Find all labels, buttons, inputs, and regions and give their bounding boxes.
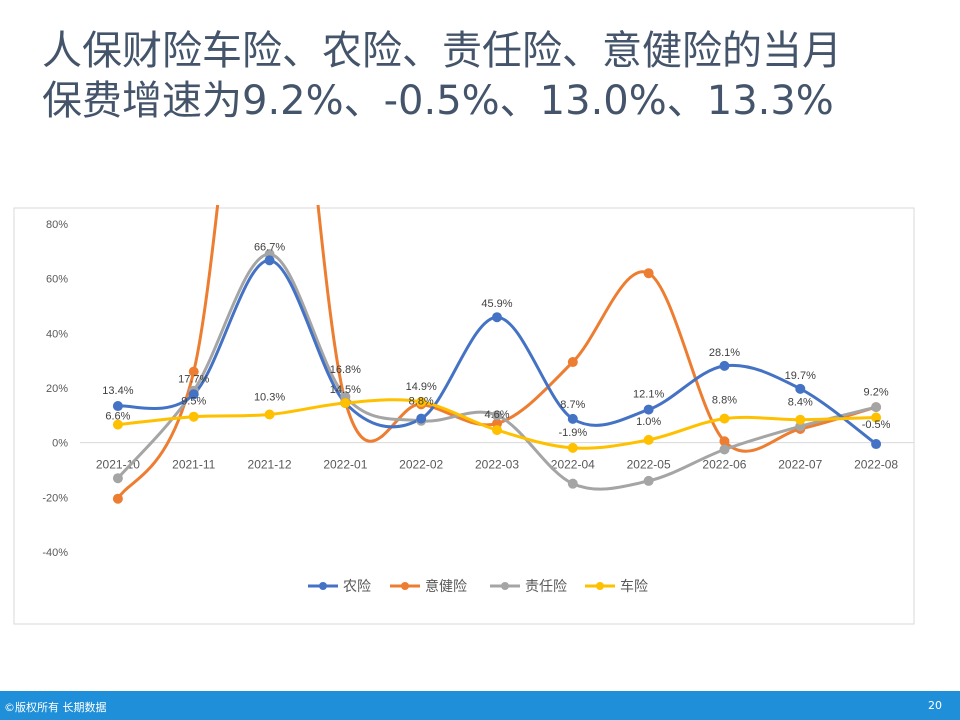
y-tick-label: 0% [52,438,68,450]
x-tick-label: 2022-06 [702,458,746,472]
x-tick-label: 2022-05 [627,458,671,472]
data-label: 14.9% [406,381,437,393]
x-tick-label: 2021-11 [172,458,215,472]
data-point [719,360,730,371]
data-label: 16.8% [330,364,361,376]
x-tick-label: 2022-07 [778,458,822,472]
data-point [567,413,578,424]
data-point [719,436,730,447]
legend-label: 责任险 [525,579,567,595]
data-label: 17.7% [178,373,209,385]
data-point [871,439,882,450]
legend-label: 车险 [620,578,648,595]
y-axis: -40% -20% 0% 20% 40% 60% 80% [42,219,68,559]
x-tick-label: 2022-02 [399,458,443,472]
data-label: 6.6% [105,411,130,423]
data-label: 8.8% [409,396,434,408]
chart-border [13,207,915,625]
data-point [795,414,806,425]
data-point [416,413,427,424]
data-label: 66.7% [254,241,285,253]
footer-bar: ©版权所有 长期数据 20 [0,691,960,720]
data-point [567,442,578,453]
legend-swatch-marker [319,582,327,590]
legend-item: 责任险 [490,579,567,595]
data-point [643,434,654,445]
data-point [871,402,882,413]
x-tick-label: 2022-04 [551,458,595,472]
data-point [567,478,578,489]
data-label: 8.4% [788,397,813,409]
y-tick-label: -40% [42,547,68,559]
slide-title-line-1: 人保财险车险、农险、责任险、意健险的当月 [42,28,842,74]
data-label: -0.5% [862,419,891,431]
data-point [112,401,123,412]
data-label: 13.4% [102,385,133,397]
data-point [188,411,199,422]
data-point [416,396,427,407]
legend-label: 意健险 [425,578,467,595]
data-label: 14.5% [330,384,361,396]
legend-swatch-marker [596,582,604,590]
chart-legend: 农险 意健险 责任险 车险 [308,578,648,595]
x-tick-label: 2022-08 [854,458,898,472]
data-labels: 13.4% 17.7% 66.7% 14.5% 8.8% 45.9% 8.7% 12.1% 28… [102,241,890,439]
data-point [567,357,578,368]
data-label: 19.7% [785,370,816,382]
data-label: 4.6% [484,409,509,421]
legend-label: 农险 [343,579,371,595]
data-point [492,410,502,421]
data-label: 9.5% [181,396,206,408]
data-point [188,366,199,377]
data-point [264,255,275,266]
x-axis: 2021-10 2021-11 2021-12 2022-01 2022-02 2022-… [80,442,914,472]
page-number: 20 [928,699,942,712]
data-label: 28.1% [709,347,740,359]
slide-title-line-2: 保费增速为9.2%、-0.5%、13.0%、13.3% [42,78,834,124]
series-line-1 [116,205,878,501]
legend-item: 意健险 [390,578,467,595]
data-label: -1.9% [558,427,587,439]
data-label: 10.3% [254,392,285,404]
data-label: 45.9% [481,298,512,310]
data-point [719,444,730,455]
series-points [112,249,882,504]
data-point [112,473,123,484]
y-tick-label: 60% [46,274,68,286]
x-tick-label: 2022-03 [475,458,519,472]
data-label: 9.2% [864,387,889,399]
footer-copyright: ©版权所有 长期数据 [4,701,107,714]
data-label: 8.7% [560,399,585,411]
legend-item: 车险 [585,578,648,595]
data-point [340,398,351,409]
line-chart: -40%-20%0%20%40%60%80% 2021-10 2021-11 202… [13,205,915,625]
data-point [112,493,123,504]
x-tick-label: 2021-12 [248,458,292,472]
legend-item: 农险 [308,579,371,595]
slide-title: 人保财险车险、农险、责任险、意健险的当月 保费增速为9.2%、-0.5%、13.… [42,26,942,126]
y-tick-label: 40% [46,328,68,340]
data-point [492,312,502,323]
y-tick-label: -20% [42,492,68,504]
data-point [643,475,654,486]
data-point [492,425,502,436]
y-tick-label: 80% [46,219,68,231]
legend-swatch-marker [501,582,509,590]
data-point [264,409,275,420]
data-label: 1.0% [636,416,661,428]
x-tick-label: 2022-01 [323,458,367,472]
y-tick-label: 20% [46,383,68,395]
data-label: 8.8% [712,395,737,407]
data-point [643,268,654,279]
data-point [112,419,123,430]
data-point [795,383,806,394]
series-line-0 [116,258,878,446]
data-label: 12.1% [633,389,664,401]
data-point [719,413,730,424]
data-point [188,389,199,400]
legend-swatch-marker [401,582,409,590]
data-point [871,412,882,423]
data-point [643,404,654,415]
